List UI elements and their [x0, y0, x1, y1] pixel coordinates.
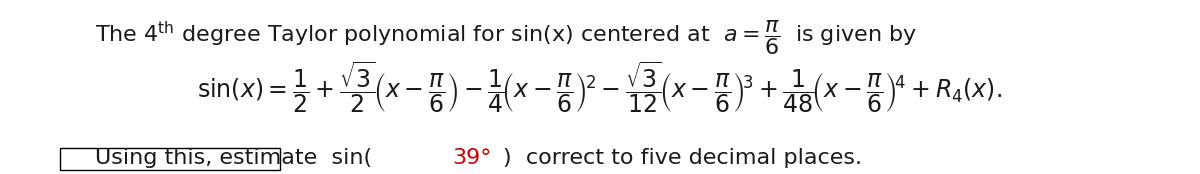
Text: The $4^{\mathrm{th}}$ degree Taylor polynomial for sin(x) centered at  $a = \dfr: The $4^{\mathrm{th}}$ degree Taylor poly…	[95, 18, 917, 57]
Text: 39°: 39°	[452, 148, 492, 168]
Bar	[60, 148, 280, 170]
Text: Using this, estimate  sin(: Using this, estimate sin(	[95, 148, 372, 168]
Text: $\sin(x) = \dfrac{1}{2} + \dfrac{\sqrt{3}}{2}\!\left(x - \dfrac{\pi}{6}\right) -: $\sin(x) = \dfrac{1}{2} + \dfrac{\sqrt{3…	[198, 59, 1002, 115]
Text: )  correct to five decimal places.: ) correct to five decimal places.	[503, 148, 863, 168]
